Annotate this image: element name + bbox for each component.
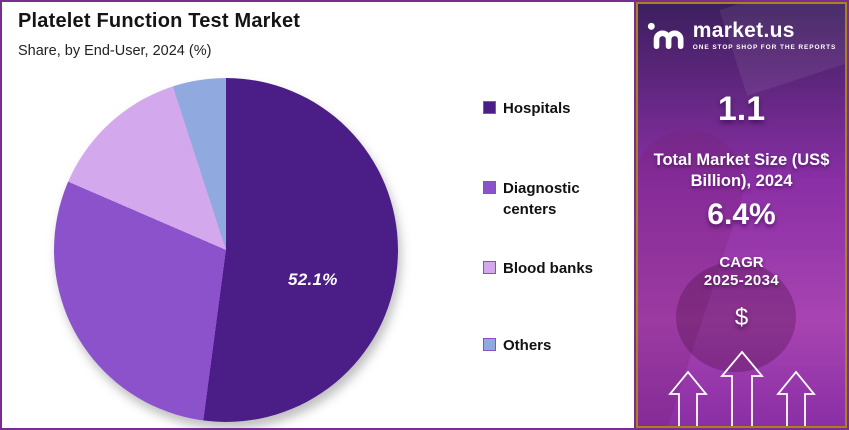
legend-label: Blood banks: [503, 260, 594, 277]
legend-swatch-blood-banks: [483, 261, 496, 274]
legend-swatch-hospitals: [483, 101, 496, 114]
legend-item-blood-banks: Blood banks: [483, 258, 633, 279]
cagr-value: 6.4%: [707, 198, 776, 231]
brand-tagline: ONE STOP SHOP FOR THE REPORTS: [692, 43, 837, 51]
cagr-period: 2025-2034: [703, 272, 780, 289]
legend-item-others: Others: [483, 335, 633, 356]
up-arrow-icon: [775, 370, 816, 426]
brand-text: market.us ONE STOP SHOP FOR THE REPORTS: [693, 20, 836, 51]
legend-label: Hospitals: [503, 100, 571, 117]
up-arrow-icon: [667, 370, 708, 426]
legend-label: Diagnostic centers: [503, 180, 580, 218]
dollar-icon: $: [734, 304, 749, 331]
cagr-label: CAGR: [719, 254, 764, 271]
pie-chart: [54, 78, 398, 422]
market-size-value: 1.1: [717, 90, 766, 128]
brand-name: market.us: [692, 18, 795, 42]
up-arrow-icon: [719, 350, 764, 426]
growth-arrows: [638, 350, 845, 426]
legend: Hospitals Diagnostic centers Blood banks…: [483, 2, 633, 428]
chart-panel: Platelet Function Test Market Share, by …: [2, 2, 636, 428]
brand-sidebar: market.us ONE STOP SHOP FOR THE REPORTS …: [636, 2, 847, 428]
legend-swatch-diagnostic-centers: [483, 181, 496, 194]
brand-header: market.us ONE STOP SHOP FOR THE REPORTS: [638, 18, 845, 52]
pie-slice-label: 52.1%: [288, 270, 338, 289]
legend-item-hospitals: Hospitals: [483, 98, 633, 119]
page-title: Platelet Function Test Market: [18, 10, 301, 32]
marketus-logo-icon: [647, 22, 684, 50]
chart-subtitle: Share, by End-User, 2024 (%): [18, 43, 212, 59]
legend-item-diagnostic-centers: Diagnostic centers: [483, 178, 633, 220]
legend-label: Others: [503, 337, 552, 354]
market-size-label: Total Market Size (US$ Billion), 2024: [653, 151, 830, 191]
legend-swatch-others: [483, 338, 496, 351]
